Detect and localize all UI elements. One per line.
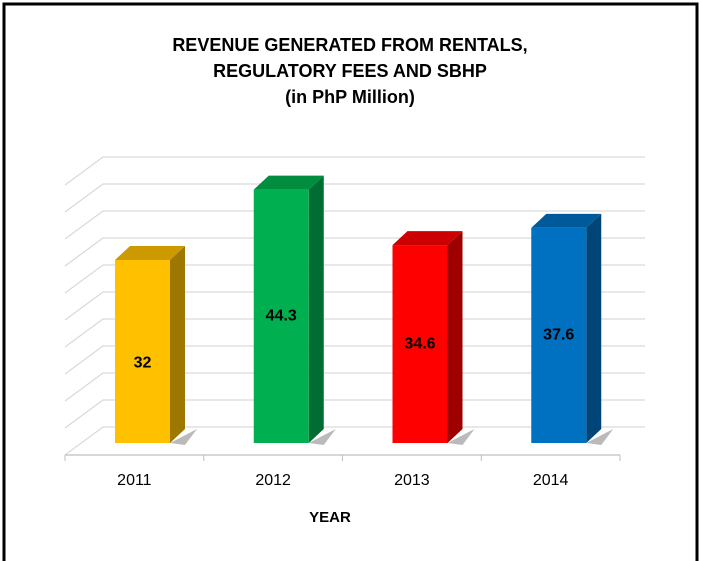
x-tick-label: 2011 xyxy=(117,472,152,489)
bar-shadow xyxy=(586,429,614,445)
grid-line xyxy=(64,372,645,402)
bar-side xyxy=(308,175,324,443)
bar-shadow xyxy=(170,429,197,445)
bar-shadow xyxy=(308,429,336,445)
chart-title: REVENUE GENERATED FROM RENTALS, xyxy=(172,35,527,55)
grid-line xyxy=(64,318,645,348)
grid-line xyxy=(64,156,645,186)
grid-line xyxy=(64,210,645,240)
data-label: 32 xyxy=(134,355,152,372)
data-label: 44.3 xyxy=(266,308,297,325)
bar-top xyxy=(115,245,185,260)
x-tick-label: 2014 xyxy=(533,472,569,489)
grid-line xyxy=(64,399,645,429)
data-label: 34.6 xyxy=(404,335,435,352)
grid-line xyxy=(64,237,645,267)
grid-line xyxy=(64,345,645,375)
bar-shadow xyxy=(447,429,475,445)
x-tick-label: 2013 xyxy=(394,472,430,489)
bar-top xyxy=(253,175,324,190)
bar-top xyxy=(392,231,463,246)
bar xyxy=(253,189,309,443)
bar xyxy=(392,245,448,443)
grid-line xyxy=(64,426,645,456)
bar xyxy=(531,227,587,443)
bar-side xyxy=(447,231,463,443)
bar-top xyxy=(531,213,602,228)
grid-line xyxy=(64,183,645,213)
bar xyxy=(115,259,170,443)
chart-title: (in PhP Million) xyxy=(285,87,415,107)
grid-line xyxy=(64,291,645,321)
bar-side xyxy=(586,213,602,443)
chart-title: REGULATORY FEES AND SBHP xyxy=(213,61,487,81)
x-tick-label: 2012 xyxy=(255,472,291,489)
bar-side xyxy=(170,245,185,443)
x-axis-label: YEAR xyxy=(309,509,351,526)
grid-line xyxy=(64,264,645,294)
data-label: 37.6 xyxy=(543,327,574,344)
